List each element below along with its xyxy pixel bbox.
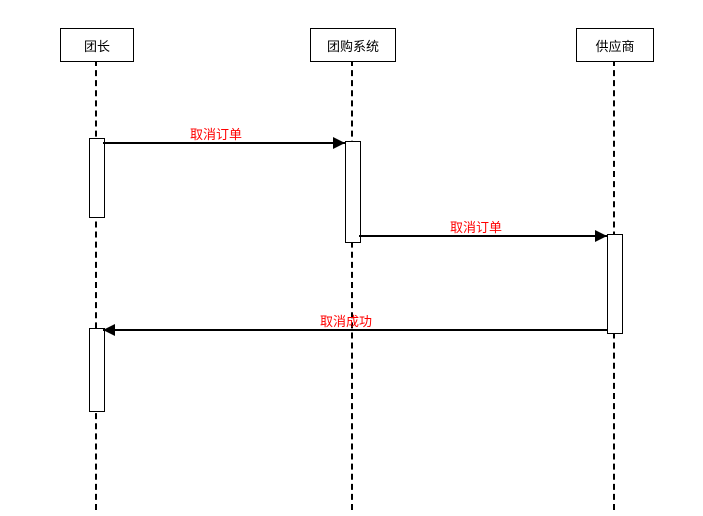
participant-system: 团购系统 — [310, 28, 396, 62]
participant-label: 团购系统 — [327, 36, 379, 55]
message-arrowhead-1 — [595, 230, 607, 242]
message-label-0: 取消订单 — [190, 124, 242, 143]
participant-label: 供应商 — [595, 36, 634, 55]
message-arrowhead-0 — [333, 137, 345, 149]
lifeline-leader — [95, 60, 97, 510]
lifeline-system — [351, 60, 353, 510]
activation-system-1 — [345, 141, 361, 243]
participant-supplier: 供应商 — [576, 28, 654, 62]
message-label-1: 取消订单 — [450, 217, 502, 236]
activation-leader-3 — [89, 328, 105, 412]
activation-leader-0 — [89, 138, 105, 218]
message-label-2: 取消成功 — [320, 311, 372, 330]
sequence-diagram: 团长团购系统供应商取消订单取消订单取消成功 — [0, 0, 703, 516]
participant-leader: 团长 — [60, 28, 134, 62]
message-arrowhead-2 — [103, 324, 115, 336]
activation-supplier-2 — [607, 234, 623, 334]
participant-label: 团长 — [84, 36, 110, 55]
